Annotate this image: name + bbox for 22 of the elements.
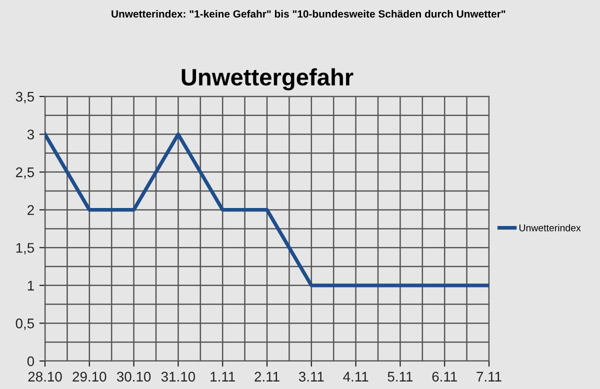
x-tick-label: 2.11	[254, 372, 280, 382]
x-tick-label: 1.11	[210, 372, 235, 382]
y-tick-label: 3,5	[16, 92, 34, 104]
y-tick-label: 2	[28, 205, 34, 215]
y-tick-label: 0	[27, 356, 34, 366]
y-tick-label: 3	[27, 130, 34, 140]
x-tick-label: 29.10	[72, 372, 106, 382]
y-tick-label: 1	[28, 280, 34, 290]
x-tick-label: 28.10	[28, 372, 62, 382]
chart-subtitle: Unwetterindex: "1-keine Gefahr" bis "10-bundesweite Schäden durch Unwetter"	[112, 10, 506, 18]
y-tick-label: 0,5	[16, 318, 34, 330]
chart-title: Unwettergefahr	[182, 68, 354, 90]
x-tick-label: 30.10	[116, 372, 151, 382]
x-tick-label: 31.10	[161, 372, 196, 382]
y-tick-label: 2,5	[16, 167, 34, 179]
x-tick-label: 4.11	[343, 372, 368, 382]
x-tick-label: 3.11	[298, 372, 324, 382]
x-tick-label: 7.11	[476, 372, 502, 382]
x-tick-label: 5.11	[388, 372, 413, 382]
legend-label: Unwetterindex	[519, 224, 581, 232]
y-tick-label: 1,5	[16, 243, 34, 254]
x-tick-label: 6.11	[432, 372, 457, 382]
